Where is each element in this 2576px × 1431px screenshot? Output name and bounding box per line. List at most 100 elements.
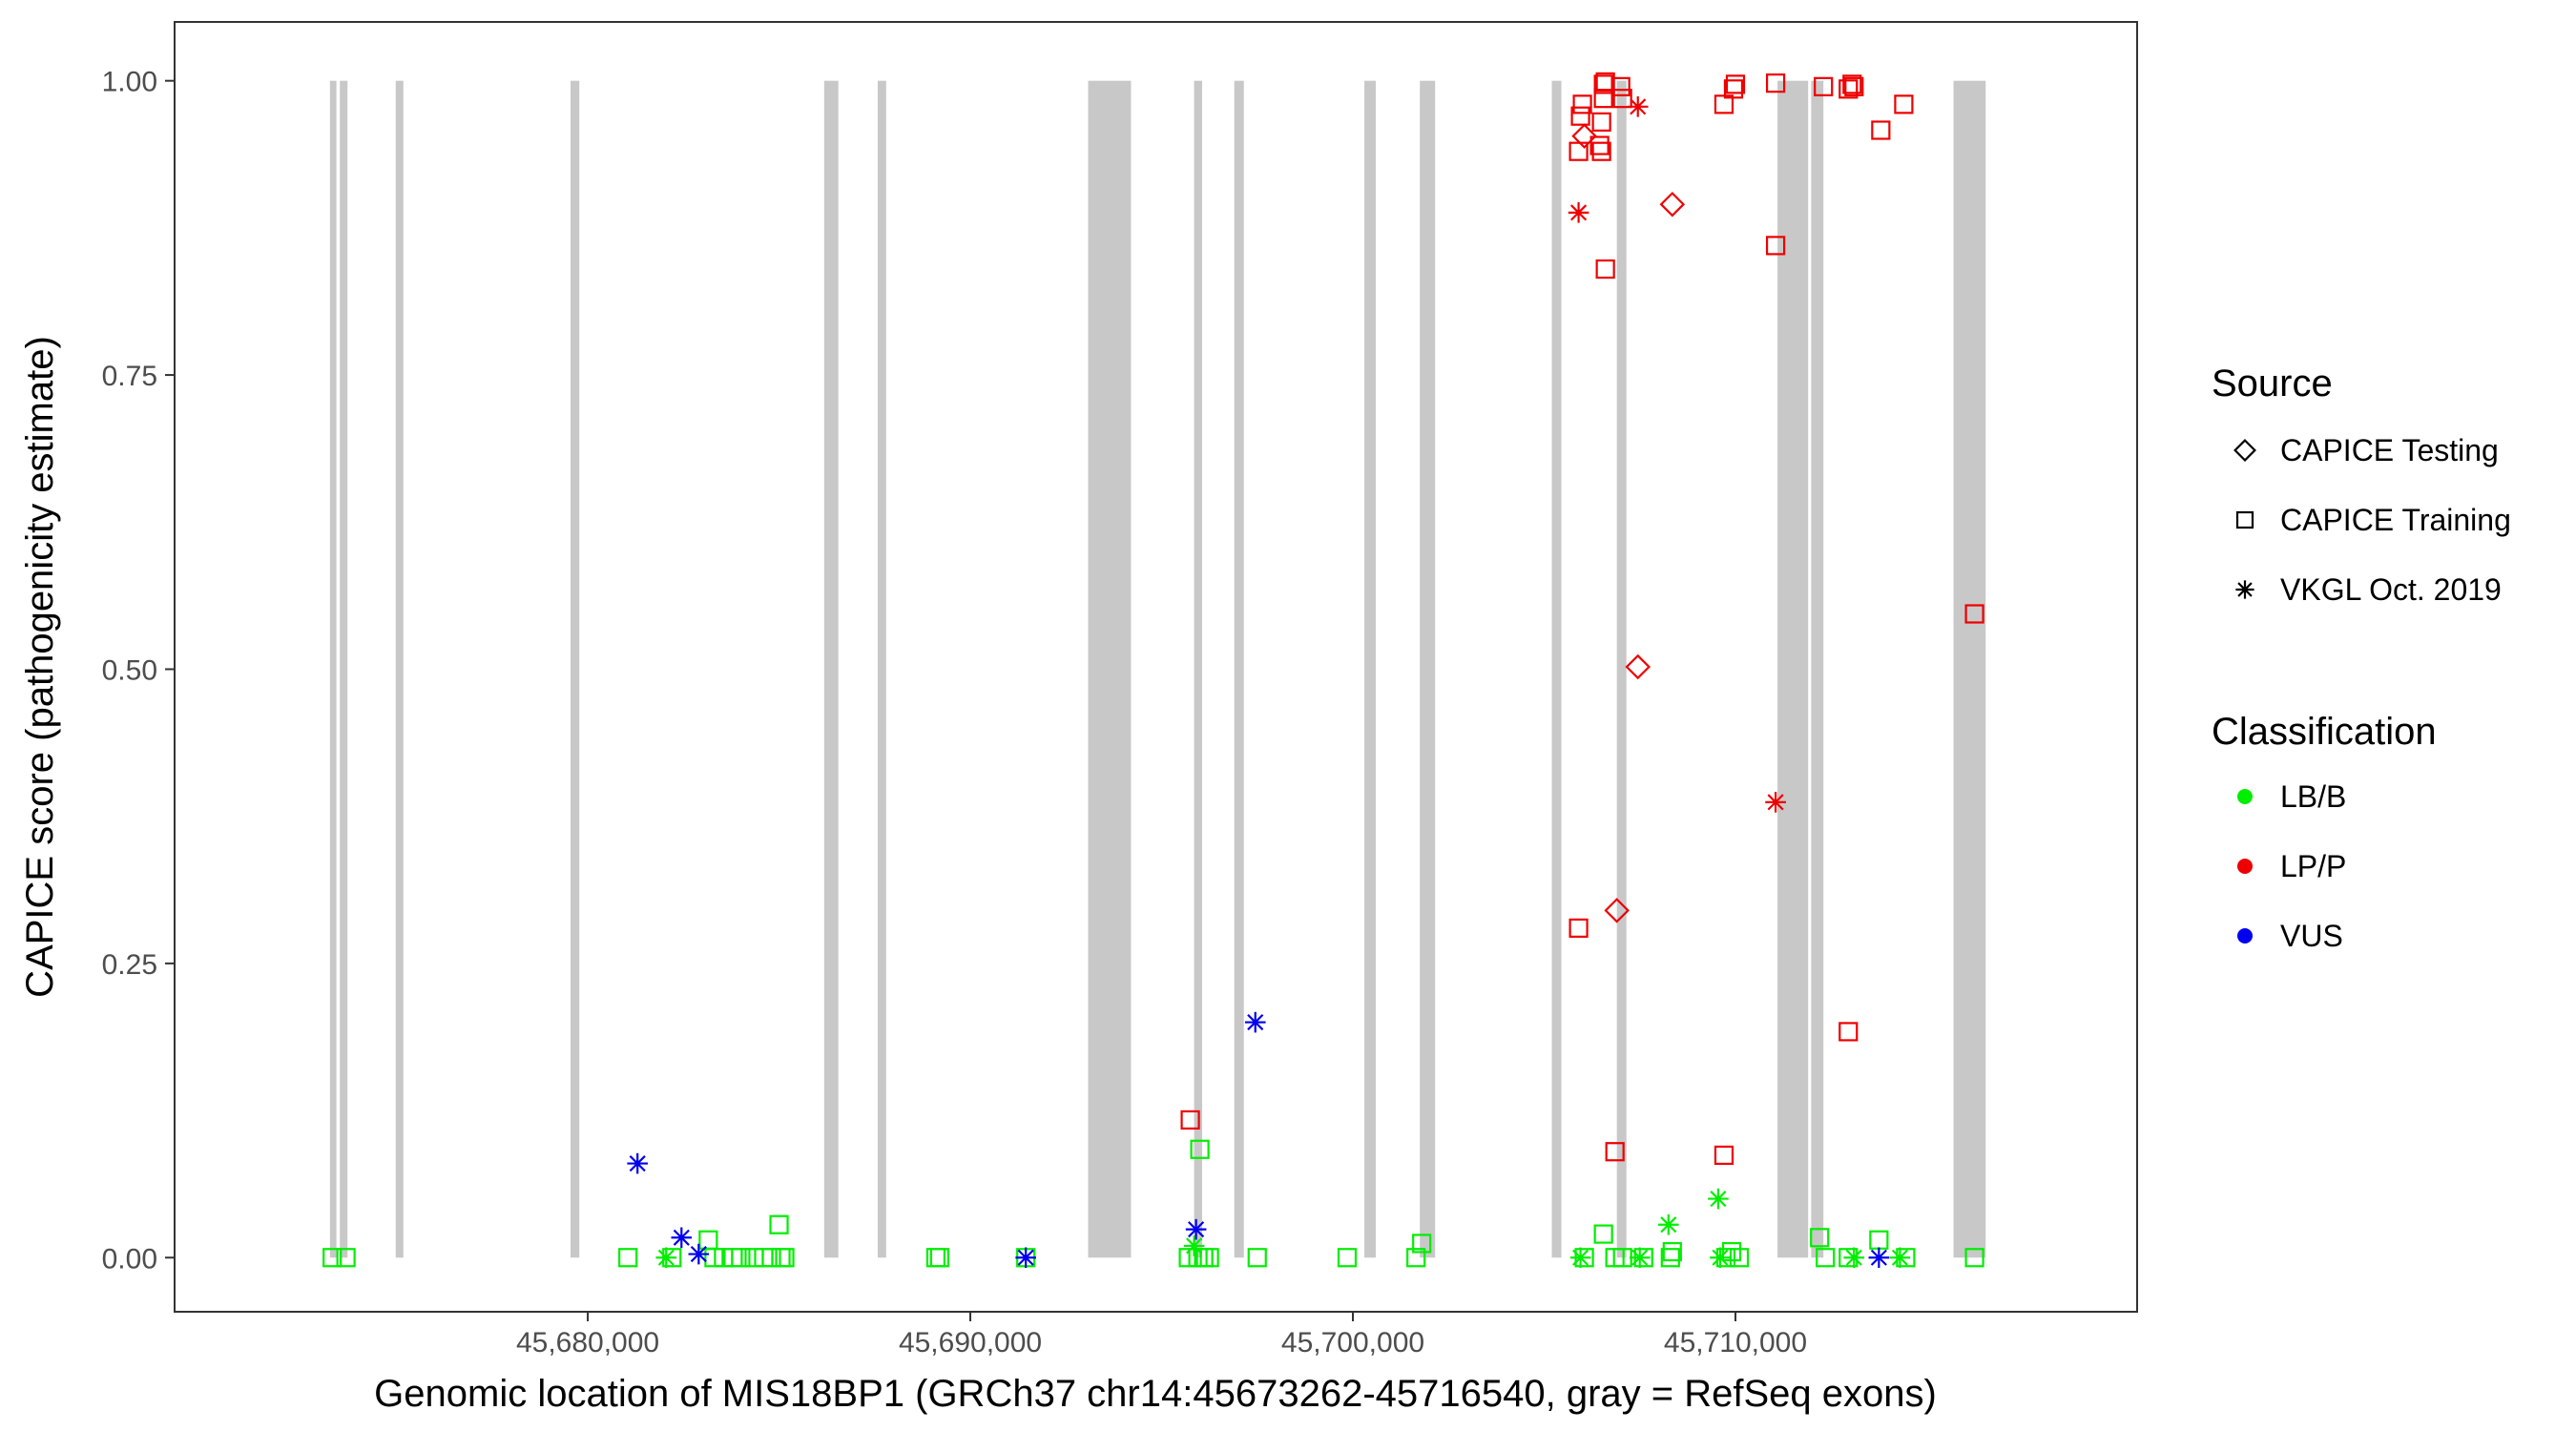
exon-band [340,80,348,1258]
exon-band [1088,80,1132,1258]
exon-band [877,80,886,1258]
data-point [1569,1247,1591,1269]
data-point [1568,918,1589,938]
exon-band [1194,80,1203,1258]
data-point [1605,1142,1625,1162]
data-point [1871,120,1891,140]
data-point [1574,1248,1594,1268]
x-tick-label: 45,700,000 [1281,1327,1424,1358]
data-point [1589,135,1610,156]
data-point [1593,1224,1613,1244]
exon-band [1234,80,1244,1258]
data-point [1964,1248,1984,1268]
data-point [1610,76,1631,96]
data-point [1199,1248,1219,1268]
y-tick-label: 0.00 [102,1243,157,1275]
data-point [1571,123,1597,149]
legend-label: CAPICE Training [2280,503,2511,537]
data-point [1244,1011,1266,1033]
y-axis: 0.00 0.25 0.50 0.75 1.00 [102,67,175,1275]
data-point [1839,79,1859,99]
data-point [1604,898,1630,923]
legend-key-square [2235,510,2254,529]
y-tick-label: 1.00 [102,67,157,98]
data-point [1662,1241,1682,1262]
exon-band [571,80,580,1258]
series-lb-b [322,1139,1984,1269]
data-point [1660,1248,1680,1268]
data-point [1658,1213,1679,1235]
data-point [1633,1248,1653,1268]
data-point [1839,1022,1859,1042]
data-point [1337,1248,1358,1268]
data-point [1844,76,1864,96]
legend-label: LB/B [2280,779,2346,814]
exon-band [1364,80,1377,1258]
legend-title-source: Source [2212,363,2333,404]
series-vus [627,1011,1890,1269]
data-point [1715,1248,1736,1268]
exon-band [1616,80,1627,1258]
legend-label: CAPICE Testing [2280,433,2499,467]
data-point [1842,74,1862,94]
data-point [1629,1247,1651,1269]
exon-band [395,80,404,1258]
data-point [1843,1247,1865,1269]
data-point [698,1230,718,1250]
exon-band [1420,80,1436,1258]
legend-label: LP/P [2280,849,2346,883]
data-point [925,1248,946,1268]
x-axis-title: Genomic location of MIS18BP1 (GRCh37 chr… [374,1373,1937,1415]
data-point [1591,141,1611,161]
data-point [662,1248,682,1268]
data-point [1723,79,1744,99]
data-point [1570,106,1590,126]
legend-key-asterisk [2235,580,2254,599]
exon-band [1777,80,1809,1258]
data-point [1627,96,1649,117]
data-point [1625,653,1651,680]
data-point [1190,1139,1210,1159]
data-point [1765,236,1786,256]
data-point [1714,1145,1735,1166]
legend-key-dot [2237,859,2253,874]
data-point [1591,112,1611,132]
data-point [1710,1247,1731,1269]
data-point [1412,1234,1432,1254]
data-point [1810,1228,1830,1248]
data-point [1015,1247,1036,1269]
data-point [1814,76,1834,96]
x-axis: 45,680,000 45,690,000 45,700,000 45,710,000 [516,1312,1807,1358]
data-point [1185,1218,1207,1240]
data-point [1816,1248,1836,1268]
data-point [1595,259,1615,280]
data-point [1889,1247,1911,1269]
exon-band [1811,80,1824,1258]
data-point [1247,1248,1267,1268]
data-point [1595,72,1615,93]
legend-key-dot [2237,928,2253,944]
data-point [1725,74,1746,94]
data-point [1183,1235,1205,1256]
y-axis-title: CAPICE score (pathogenicity estimate) [19,336,61,998]
legend-key-dot [2237,789,2253,804]
data-point [1868,1247,1890,1269]
data-point [1659,191,1686,218]
data-point [1729,1248,1750,1268]
data-point [1612,89,1632,109]
exon-band [823,80,839,1258]
legend: Source CAPICE Testing CAPICE Training VKGL… [2212,363,2511,953]
data-point [688,1243,710,1265]
data-point [655,1247,677,1269]
legend-label: VKGL Oct. 2019 [2280,572,2502,607]
data-point [1568,141,1589,161]
legend-label: VUS [2280,919,2343,953]
data-point [1180,1110,1200,1130]
y-tick-label: 0.75 [102,361,157,392]
data-point [929,1248,950,1268]
data-point [322,1248,343,1268]
y-tick-label: 0.25 [102,949,157,981]
data-point [1964,604,1984,624]
data-point [1568,202,1589,223]
